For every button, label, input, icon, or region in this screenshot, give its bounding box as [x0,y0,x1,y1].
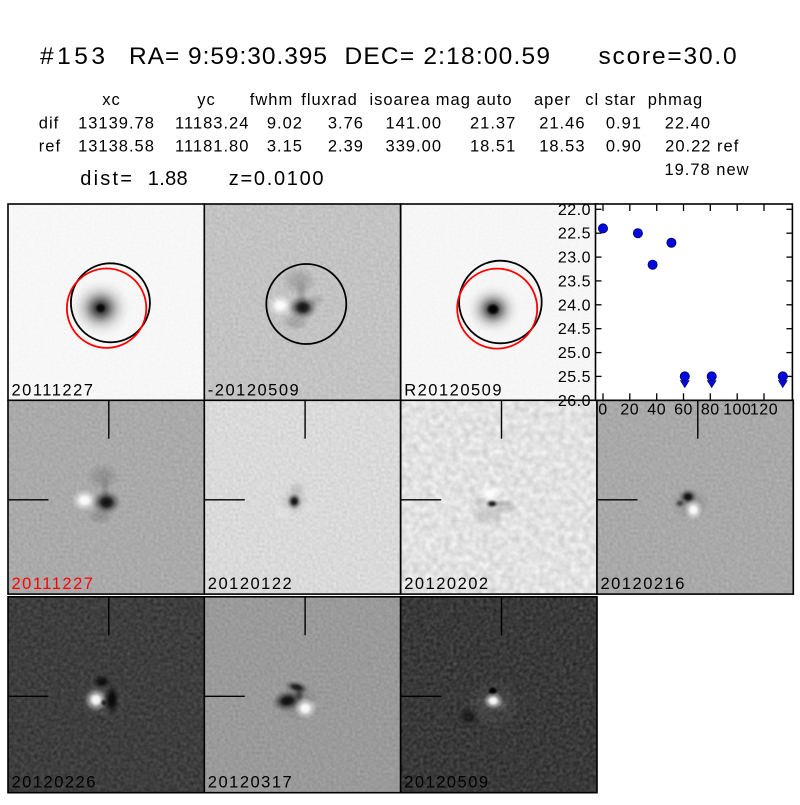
svg-text:-20120509: -20120509 [208,381,300,399]
svg-text:11183.24: 11183.24 [175,114,249,132]
svg-text:z=0.0100: z=0.0100 [229,168,325,190]
svg-text:40: 40 [647,402,666,419]
svg-text:mag auto: mag auto [436,91,513,109]
svg-text:25.0: 25.0 [558,345,591,362]
svg-text:21.46: 21.46 [539,114,585,132]
svg-text:9.02: 9.02 [267,114,303,132]
svg-text:3.15: 3.15 [267,138,303,156]
svg-text:20120216: 20120216 [601,575,686,593]
svg-text:20120509: 20120509 [404,774,489,792]
svg-text:11181.80: 11181.80 [175,138,249,156]
svg-text:isoarea: isoarea [369,91,430,109]
svg-text:dist=: dist= [80,168,134,190]
svg-text:2.39: 2.39 [328,138,364,156]
svg-text:aper: aper [534,91,571,109]
svg-text:13138.58: 13138.58 [78,138,155,156]
svg-text:26.0: 26.0 [558,393,591,410]
svg-text:25.5: 25.5 [558,369,591,386]
svg-text:20120202: 20120202 [404,575,489,593]
svg-text:19.78 new: 19.78 new [664,161,749,179]
svg-text:yc: yc [197,91,216,109]
svg-text:18.53: 18.53 [539,138,585,156]
svg-text:141.00: 141.00 [386,114,442,132]
svg-text:20111227: 20111227 [12,575,95,593]
svg-text:0.90: 0.90 [606,138,642,156]
svg-text:phmag: phmag [648,91,703,109]
svg-text:22.40: 22.40 [665,114,711,132]
svg-text:3.76: 3.76 [328,114,364,132]
svg-text:fluxrad: fluxrad [301,91,358,109]
svg-text:1.88: 1.88 [148,168,188,190]
svg-text:24.5: 24.5 [558,321,591,338]
svg-text:23.0: 23.0 [558,250,591,267]
svg-text:R20120509: R20120509 [404,381,503,399]
svg-text:20111227: 20111227 [12,381,95,399]
svg-text:100: 100 [723,402,751,419]
svg-text:20120122: 20120122 [208,575,293,593]
svg-text:score=30.0: score=30.0 [599,43,739,70]
svg-text:20120226: 20120226 [12,774,97,792]
svg-text:fwhm: fwhm [250,91,293,109]
svg-text:0.91: 0.91 [606,114,642,132]
svg-text:24.0: 24.0 [558,297,591,314]
svg-text:20120317: 20120317 [208,774,293,792]
svg-text:0: 0 [598,402,607,419]
svg-text:80: 80 [701,402,720,419]
svg-text:21.37: 21.37 [470,114,516,132]
svg-text:339.00: 339.00 [386,138,442,156]
svg-text:23.5: 23.5 [558,273,591,290]
svg-text:DEC= 2:18:00.59: DEC= 2:18:00.59 [345,43,552,70]
svg-text:#153: #153 [40,43,109,70]
svg-text:dif: dif [39,114,59,132]
svg-text:ref: ref [39,138,61,156]
svg-text:22.0: 22.0 [558,202,591,219]
svg-text:20: 20 [620,402,639,419]
svg-text:cl star: cl star [585,91,636,109]
svg-text:20.22 ref: 20.22 ref [665,138,739,156]
svg-text:22.5: 22.5 [558,226,591,243]
svg-text:13139.78: 13139.78 [78,114,155,132]
svg-text:60: 60 [674,402,693,419]
svg-text:RA= 9:59:30.395: RA= 9:59:30.395 [129,43,328,70]
svg-text:xc: xc [102,91,121,109]
svg-text:120: 120 [750,402,778,419]
svg-text:18.51: 18.51 [470,138,516,156]
